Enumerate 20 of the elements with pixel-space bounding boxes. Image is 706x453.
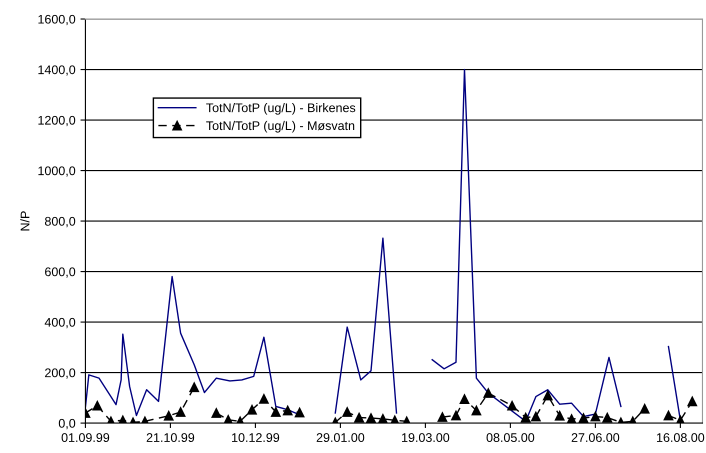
x-tick-label: 10.12.99	[232, 433, 280, 442]
x-tick-label: 16.08.00	[657, 433, 704, 442]
legend-label: TotN/TotP (ug/L) - Møsvatn	[206, 120, 354, 133]
y-axis-title: N/P	[20, 211, 30, 230]
y-tick-label: 0,0	[58, 418, 76, 430]
legend-label: TotN/TotP (ug/L) - Birkenes	[206, 103, 356, 115]
x-tick-label: 19.03.00	[402, 433, 450, 442]
x-tick-label: 01.09.99	[62, 433, 110, 442]
x-tick-label: 29.01.00	[316, 433, 364, 442]
x-tick-label: 21.10.99	[146, 433, 194, 442]
y-tick-label: 200,0	[45, 368, 76, 379]
x-tick-label: 27.06.00	[572, 433, 620, 442]
y-tick-label: 800,0	[44, 216, 76, 228]
y-tick-label: 1000,0	[38, 166, 76, 177]
y-tick-label: 1200,0	[38, 116, 76, 126]
y-tick-label: 1600,0	[38, 14, 76, 26]
y-tick-label: 400,0	[44, 318, 76, 328]
y-tick-label: 1400,0	[38, 65, 76, 76]
y-tick-label: 600,0	[45, 267, 76, 278]
x-tick-label: 08.05.00	[486, 433, 534, 442]
